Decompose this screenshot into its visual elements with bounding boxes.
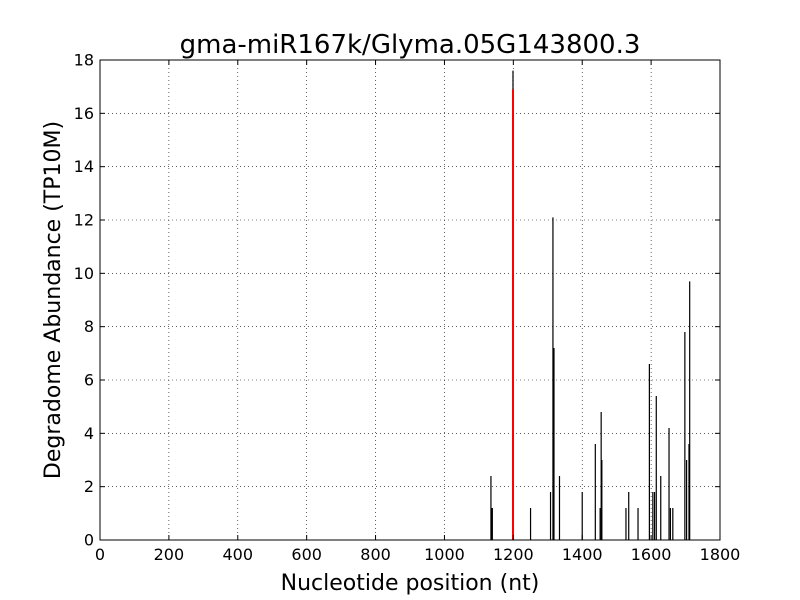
x-tick-label: 1800 xyxy=(700,545,741,564)
x-tick-label: 1000 xyxy=(424,545,465,564)
y-tick-label: 18 xyxy=(74,51,94,70)
plot-frame xyxy=(99,59,721,541)
y-tick-label: 16 xyxy=(74,104,94,123)
data-bars xyxy=(490,70,691,540)
y-tick-label: 10 xyxy=(74,264,94,283)
y-tick-label: 14 xyxy=(74,157,94,176)
x-tick-label: 400 xyxy=(223,545,254,564)
y-tick-label: 0 xyxy=(84,531,94,550)
axis-ticks: 0 200 400 600 800 1000 1200 1400 1600 1800 0 2 4 6 8 10… xyxy=(74,51,741,565)
y-tick-label: 2 xyxy=(84,477,94,496)
x-tick-label: 1400 xyxy=(562,545,603,564)
x-tick-label: 1600 xyxy=(631,545,672,564)
x-tick-label: 800 xyxy=(360,545,391,564)
x-tick-label: 200 xyxy=(154,545,185,564)
y-tick-label: 4 xyxy=(84,424,94,443)
y-tick-label: 8 xyxy=(84,317,94,336)
y-axis-title: Degradome Abundance (TP10M) xyxy=(41,121,66,479)
x-tick-label: 600 xyxy=(291,545,322,564)
y-tick-label: 6 xyxy=(84,371,94,390)
chart-title: gma-miR167k/Glyma.05G143800.3 xyxy=(180,30,641,60)
x-tick-label: 0 xyxy=(95,545,105,564)
y-tick-label: 12 xyxy=(74,211,94,230)
x-axis-title: Nucleotide position (nt) xyxy=(281,571,540,596)
x-tick-label: 1200 xyxy=(493,545,534,564)
